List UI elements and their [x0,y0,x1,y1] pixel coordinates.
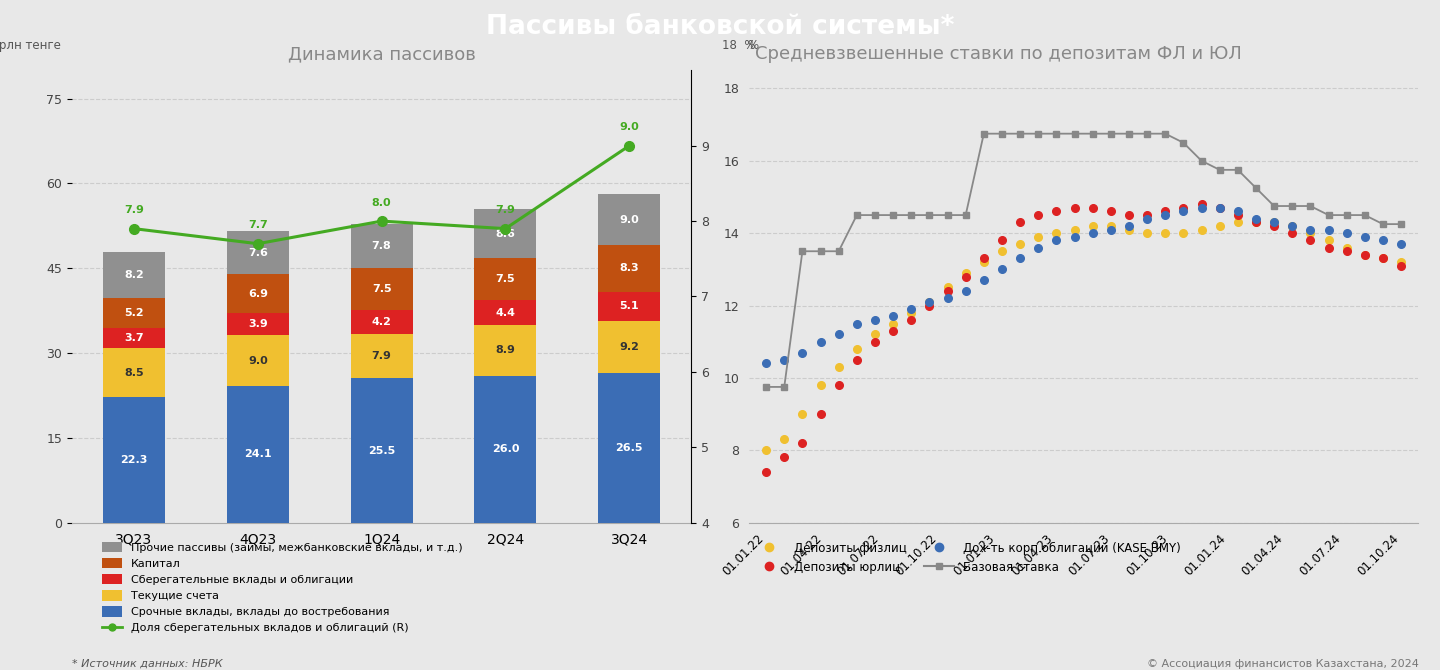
Text: трлн тенге: трлн тенге [0,40,60,52]
Bar [104,252,164,298]
Text: 5.1: 5.1 [619,302,639,312]
Bar [104,298,164,328]
Text: * Источник данных: НБРК: * Источник данных: НБРК [72,659,223,669]
Text: 7.5: 7.5 [372,284,392,294]
Bar [599,194,660,245]
Text: 9.0: 9.0 [619,122,639,132]
Bar [351,310,413,334]
Text: 8.6: 8.6 [495,228,516,239]
Text: 6.9: 6.9 [248,289,268,299]
Text: © Ассоциация финансистов Казахстана, 2024: © Ассоциация финансистов Казахстана, 202… [1146,659,1418,669]
Text: 7.9: 7.9 [124,205,144,215]
Text: 4.4: 4.4 [495,308,516,318]
Bar [104,348,164,397]
Bar [228,231,288,275]
Text: Средневзвешенные ставки по депозитам ФЛ и ЮЛ: Средневзвешенные ставки по депозитам ФЛ … [756,46,1243,63]
Text: 18  %: 18 % [721,40,756,52]
Text: 7.8: 7.8 [372,241,392,251]
Bar [228,387,288,523]
Bar [228,336,288,387]
Text: 7.6: 7.6 [248,248,268,258]
Text: 26.5: 26.5 [615,443,644,453]
Bar [228,314,288,336]
Text: 4.2: 4.2 [372,317,392,327]
Text: 8.0: 8.0 [372,198,392,208]
Text: 7.5: 7.5 [495,274,516,284]
Bar [599,321,660,373]
Text: 9.0: 9.0 [619,214,639,224]
Bar [474,258,536,300]
Text: 24.1: 24.1 [243,450,272,460]
Bar [351,267,413,310]
Text: 3.7: 3.7 [124,333,144,343]
Bar [599,292,660,321]
Bar [351,224,413,267]
Text: 7.7: 7.7 [248,220,268,230]
Bar [351,334,413,379]
Text: 8.3: 8.3 [619,263,639,273]
Bar [228,275,288,314]
Legend: Депозиты физлиц, Депозиты юрлиц, Дох-ть корп.облигаций (KASE BMY), Базовая ставк: Депозиты физлиц, Депозиты юрлиц, Дох-ть … [755,542,1181,574]
Bar [104,397,164,523]
Text: 26.0: 26.0 [491,444,520,454]
Bar [599,245,660,292]
Text: 22.3: 22.3 [120,454,148,464]
Bar [351,379,413,523]
Text: 3.9: 3.9 [248,320,268,330]
Bar [474,326,536,376]
Bar [104,328,164,348]
Bar [474,210,536,258]
Text: 25.5: 25.5 [369,446,395,456]
Text: 8.9: 8.9 [495,346,516,356]
Text: 5.2: 5.2 [124,308,144,318]
Bar [474,376,536,523]
Text: 9.0: 9.0 [248,356,268,366]
Text: Пассивы банковской системы*: Пассивы банковской системы* [485,15,955,40]
Text: 9.2: 9.2 [619,342,639,352]
Text: 7.9: 7.9 [372,351,392,361]
Bar [474,300,536,326]
Text: 8.5: 8.5 [124,368,144,377]
Bar [599,373,660,523]
Text: 8.2: 8.2 [124,270,144,280]
Title: Динамика пассивов: Динамика пассивов [288,46,475,63]
Text: %: % [747,40,759,52]
Text: 7.9: 7.9 [495,205,516,215]
Legend: Прочие пассивы (займы, межбанковские вклады, и т.д.), Капитал, Сберегательные вк: Прочие пассивы (займы, межбанковские вкл… [102,541,462,633]
